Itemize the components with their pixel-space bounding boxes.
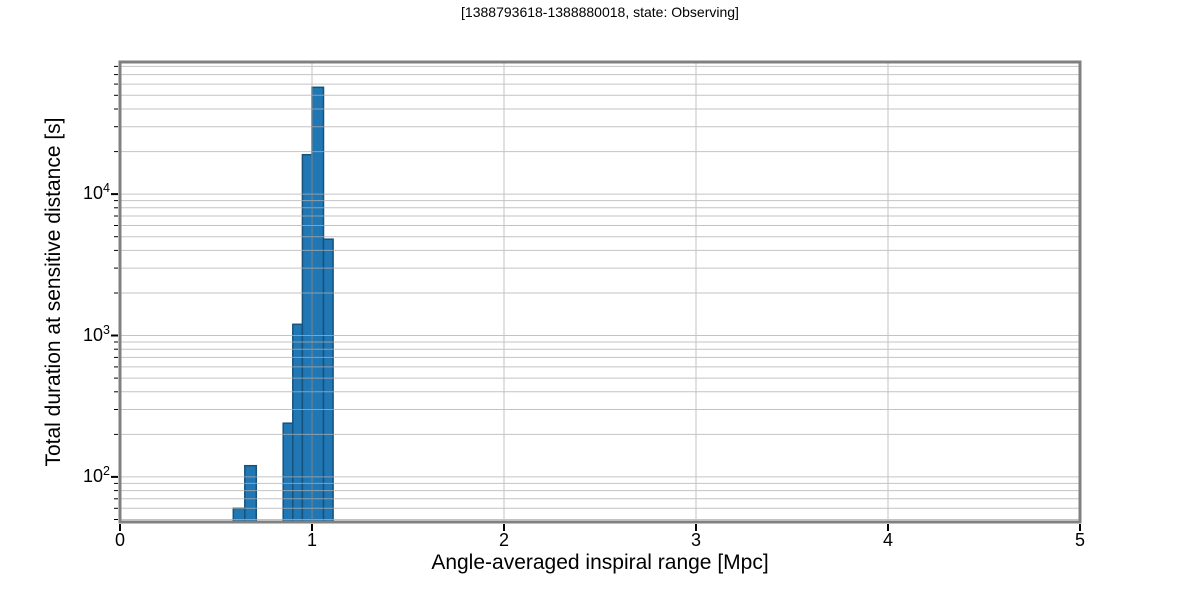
ticks-layer <box>111 65 1081 531</box>
y-tick-label: 102 <box>83 463 110 486</box>
y-tick-label: 104 <box>83 181 110 204</box>
histogram-bar <box>301 153 313 523</box>
x-tick-label: 3 <box>690 530 701 550</box>
histogram-bar <box>322 238 334 523</box>
plot-frame <box>118 60 1082 524</box>
x-tick-label: 1 <box>306 530 317 550</box>
histogram-bar <box>282 422 294 523</box>
grid-layer <box>120 62 1080 522</box>
histogram-bar <box>244 464 258 523</box>
x-tick-label: 2 <box>498 530 509 550</box>
x-tick-label: 0 <box>114 530 125 550</box>
x-axis-label: Angle-averaged inspiral range [Mpc] <box>431 551 769 574</box>
histogram-bar <box>311 86 325 523</box>
histogram-bar <box>292 323 304 523</box>
y-axis-label: Total duration at sensitive distance [s] <box>42 117 65 467</box>
x-tick-label: 5 <box>1074 530 1085 550</box>
x-tick-label: 4 <box>882 530 893 550</box>
bars-layer <box>232 86 334 523</box>
y-tick-label: 103 <box>83 322 110 345</box>
chart-title: [1388793618-1388880018, state: Observing… <box>461 4 739 20</box>
